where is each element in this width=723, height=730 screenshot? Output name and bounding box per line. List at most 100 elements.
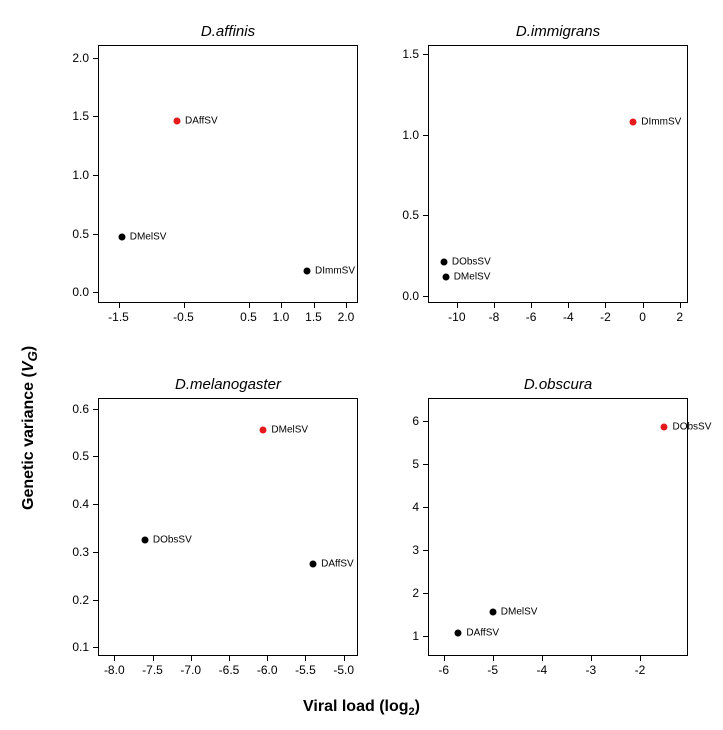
x-tick-label: -6 (526, 310, 537, 324)
y-tick-label: 4 (412, 500, 419, 514)
data-point-label: DObsSV (153, 534, 192, 545)
x-tick (153, 655, 154, 661)
y-tick-label: 0.0 (72, 285, 89, 299)
plot-area: -10-8-6-4-2020.00.51.01.5DImmSVDObsSVDMe… (428, 45, 688, 303)
data-point-label: DAffSV (185, 116, 218, 127)
y-tick-label: 0.3 (72, 545, 89, 559)
x-tick (249, 302, 250, 308)
x-tick-label: -5.5 (295, 663, 316, 677)
data-point (630, 118, 637, 125)
x-tick (494, 302, 495, 308)
x-tick (444, 655, 445, 661)
x-tick-label: 1.0 (273, 310, 290, 324)
data-point-label: DAffSV (321, 558, 354, 569)
panel-immigrans: D.immigrans-10-8-6-4-2020.00.51.01.5DImm… (428, 45, 688, 303)
x-tick-label: 1.5 (305, 310, 322, 324)
y-tick (423, 636, 429, 637)
x-tick (281, 302, 282, 308)
y-tick (423, 135, 429, 136)
x-tick (542, 655, 543, 661)
y-tick-label: 0.5 (72, 449, 89, 463)
data-point (141, 536, 148, 543)
panel-title: D.obscura (428, 376, 688, 393)
x-tick-label: -8.0 (104, 663, 125, 677)
y-tick-label: 0.5 (72, 227, 89, 241)
panel-obscura: D.obscura-6-5-4-3-2123456DObsSVDMelSVDAf… (428, 398, 688, 656)
data-point-label: DObsSV (452, 257, 491, 268)
y-tick (93, 504, 99, 505)
x-tick (184, 302, 185, 308)
plot-area: -8.0-7.5-7.0-6.5-6.0-5.5-5.00.10.20.30.4… (98, 398, 358, 656)
panel-affinis: D.affinis-1.5-0.50.51.01.52.00.00.51.01.… (98, 45, 358, 303)
y-tick-label: 0.5 (402, 208, 419, 222)
x-tick (493, 655, 494, 661)
x-tick (267, 655, 268, 661)
x-tick-label: -6.5 (219, 663, 240, 677)
y-tick (93, 647, 99, 648)
x-tick (119, 302, 120, 308)
x-tick-label: -10 (448, 310, 465, 324)
y-tick (93, 292, 99, 293)
x-tick-label: 0.5 (240, 310, 257, 324)
panel-title: D.affinis (98, 23, 358, 40)
y-axis-label: Genetic variance (VG) (20, 346, 40, 510)
y-tick-label: 0.1 (72, 640, 89, 654)
data-point-label: DImmSV (315, 266, 355, 277)
y-tick-label: 1 (412, 629, 419, 643)
x-tick-label: -0.5 (173, 310, 194, 324)
x-tick (531, 302, 532, 308)
x-tick (457, 302, 458, 308)
data-point (310, 560, 317, 567)
y-tick (93, 552, 99, 553)
panel-title: D.immigrans (428, 23, 688, 40)
data-point (174, 118, 181, 125)
x-tick (346, 302, 347, 308)
y-tick-label: 0.4 (72, 497, 89, 511)
data-point (440, 259, 447, 266)
plot-area: -6-5-4-3-2123456DObsSVDMelSVDAffSV (428, 398, 688, 656)
x-tick-label: -2 (600, 310, 611, 324)
x-tick (591, 655, 592, 661)
x-axis-label: Viral load (log2) (0, 698, 723, 718)
y-tick-label: 1.5 (72, 109, 89, 123)
x-tick-label: 0 (639, 310, 646, 324)
y-tick (93, 600, 99, 601)
data-point (489, 608, 496, 615)
x-tick (680, 302, 681, 308)
x-tick-label: -5 (487, 663, 498, 677)
data-point (455, 630, 462, 637)
figure-root: Genetic variance (VG) Viral load (log2) … (0, 0, 723, 730)
x-tick-label: -7.0 (180, 663, 201, 677)
y-tick-label: 1.5 (402, 47, 419, 61)
x-tick-label: -5.0 (333, 663, 354, 677)
x-tick-label: -6.0 (257, 663, 278, 677)
y-tick-label: 1.0 (72, 168, 89, 182)
data-point (118, 234, 125, 241)
y-tick-label: 2.0 (72, 51, 89, 65)
x-tick-label: -8 (489, 310, 500, 324)
data-point (304, 268, 311, 275)
data-point (260, 427, 267, 434)
y-tick (93, 456, 99, 457)
x-tick (568, 302, 569, 308)
x-tick (605, 302, 606, 308)
data-point-label: DAffSV (466, 628, 499, 639)
y-tick (93, 175, 99, 176)
y-tick (93, 58, 99, 59)
y-tick-label: 6 (412, 414, 419, 428)
y-tick (423, 593, 429, 594)
data-point-label: DObsSV (672, 421, 711, 432)
x-tick-label: -7.5 (142, 663, 163, 677)
data-point-label: DMelSV (271, 425, 308, 436)
x-tick-label: -6 (438, 663, 449, 677)
data-point-label: DImmSV (641, 116, 681, 127)
y-tick (423, 507, 429, 508)
x-tick (643, 302, 644, 308)
plot-area: -1.5-0.50.51.01.52.00.00.51.01.52.0DAffS… (98, 45, 358, 303)
y-tick (423, 215, 429, 216)
x-tick (344, 655, 345, 661)
data-point-label: DMelSV (501, 606, 538, 617)
x-tick (314, 302, 315, 308)
x-tick (191, 655, 192, 661)
x-tick-label: -4 (536, 663, 547, 677)
